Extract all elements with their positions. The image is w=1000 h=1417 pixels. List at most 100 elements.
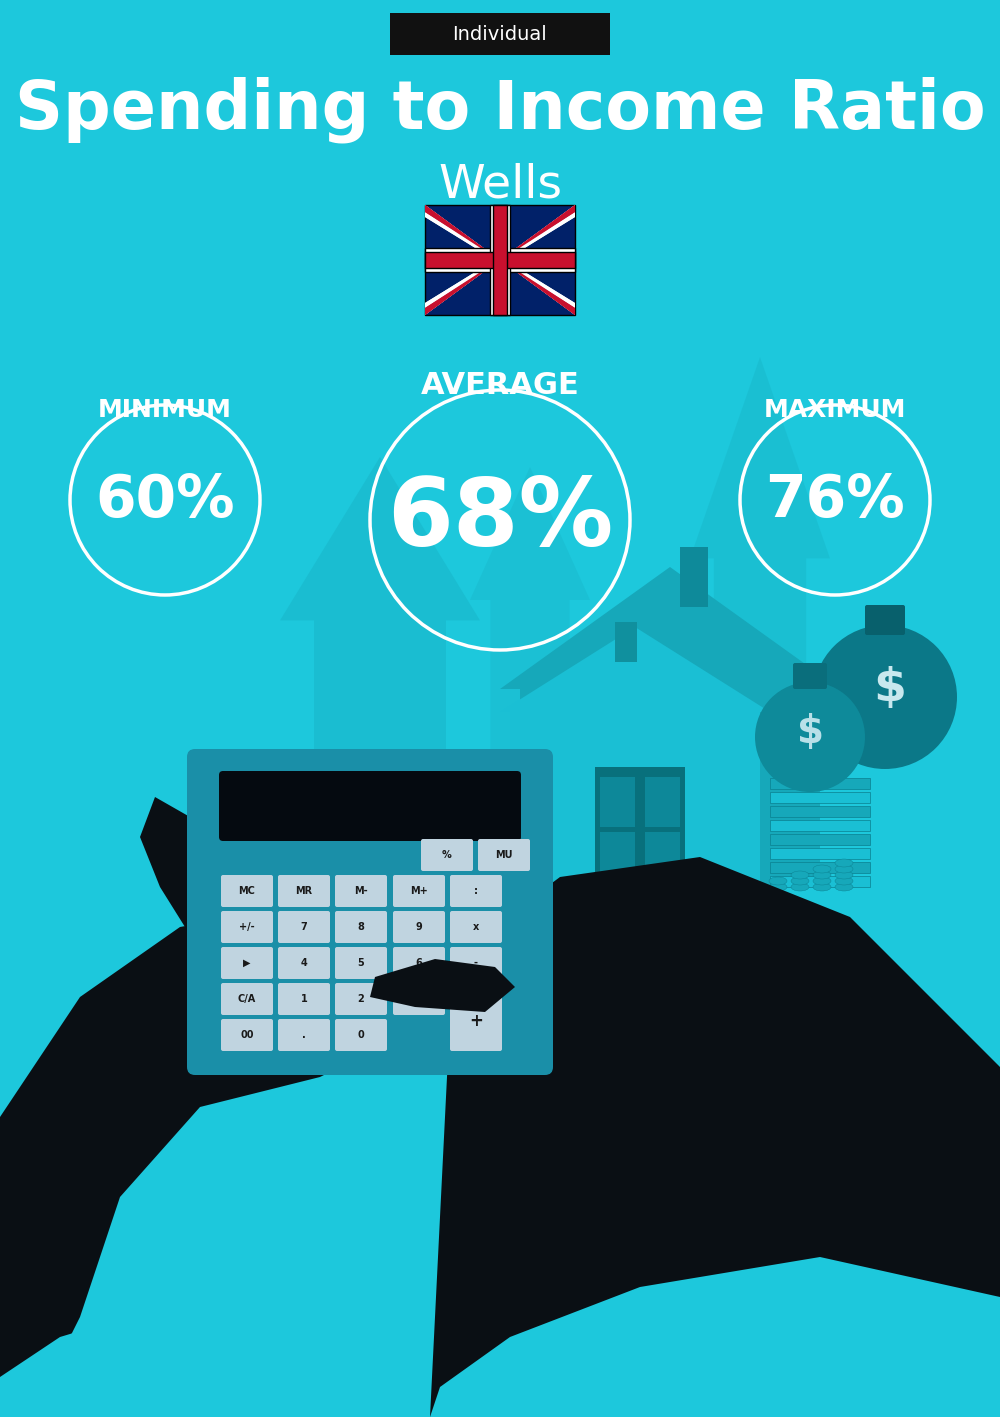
FancyBboxPatch shape bbox=[335, 1019, 387, 1051]
Text: 4: 4 bbox=[301, 958, 307, 968]
FancyBboxPatch shape bbox=[770, 778, 870, 789]
Text: M+: M+ bbox=[410, 886, 428, 896]
FancyBboxPatch shape bbox=[450, 911, 502, 942]
Text: 68%: 68% bbox=[387, 475, 613, 565]
FancyBboxPatch shape bbox=[335, 947, 387, 979]
Text: MR: MR bbox=[295, 886, 313, 896]
FancyBboxPatch shape bbox=[335, 983, 387, 1015]
Polygon shape bbox=[510, 707, 760, 887]
Ellipse shape bbox=[813, 871, 831, 879]
Text: 1: 1 bbox=[301, 993, 307, 1005]
Polygon shape bbox=[520, 687, 820, 887]
FancyBboxPatch shape bbox=[221, 1019, 273, 1051]
Polygon shape bbox=[425, 205, 575, 315]
FancyBboxPatch shape bbox=[393, 947, 445, 979]
Text: C/A: C/A bbox=[238, 993, 256, 1005]
Polygon shape bbox=[280, 458, 480, 887]
Polygon shape bbox=[425, 205, 575, 315]
Polygon shape bbox=[430, 1257, 1000, 1417]
Text: 5: 5 bbox=[358, 958, 364, 968]
Text: x: x bbox=[473, 922, 479, 932]
Text: Wells: Wells bbox=[438, 163, 562, 207]
FancyBboxPatch shape bbox=[770, 806, 870, 818]
FancyBboxPatch shape bbox=[865, 605, 905, 635]
FancyBboxPatch shape bbox=[770, 835, 870, 845]
Ellipse shape bbox=[769, 877, 787, 886]
Polygon shape bbox=[0, 1306, 240, 1417]
Text: +/-: +/- bbox=[239, 922, 255, 932]
FancyBboxPatch shape bbox=[770, 876, 870, 887]
Polygon shape bbox=[420, 857, 1000, 1417]
FancyBboxPatch shape bbox=[335, 911, 387, 942]
FancyBboxPatch shape bbox=[770, 820, 870, 830]
Text: Individual: Individual bbox=[453, 24, 547, 44]
Text: MC: MC bbox=[239, 886, 255, 896]
FancyBboxPatch shape bbox=[600, 777, 635, 828]
Ellipse shape bbox=[835, 859, 853, 867]
Polygon shape bbox=[470, 468, 590, 818]
Text: 76%: 76% bbox=[765, 472, 905, 529]
FancyBboxPatch shape bbox=[393, 983, 445, 1015]
Polygon shape bbox=[425, 205, 575, 315]
FancyBboxPatch shape bbox=[221, 983, 273, 1015]
Ellipse shape bbox=[813, 883, 831, 891]
FancyBboxPatch shape bbox=[221, 947, 273, 979]
Polygon shape bbox=[140, 796, 230, 927]
FancyBboxPatch shape bbox=[278, 911, 330, 942]
Circle shape bbox=[813, 625, 957, 769]
Text: 0: 0 bbox=[358, 1030, 364, 1040]
Text: %: % bbox=[442, 850, 452, 860]
FancyBboxPatch shape bbox=[278, 1019, 330, 1051]
FancyBboxPatch shape bbox=[278, 876, 330, 907]
FancyBboxPatch shape bbox=[278, 947, 330, 979]
FancyBboxPatch shape bbox=[450, 947, 502, 979]
Text: MAXIMUM: MAXIMUM bbox=[764, 398, 906, 422]
FancyBboxPatch shape bbox=[595, 767, 685, 887]
FancyBboxPatch shape bbox=[645, 777, 680, 828]
FancyBboxPatch shape bbox=[425, 205, 575, 315]
Text: $: $ bbox=[874, 666, 906, 711]
FancyBboxPatch shape bbox=[390, 13, 610, 55]
FancyBboxPatch shape bbox=[335, 876, 387, 907]
Polygon shape bbox=[500, 626, 770, 711]
FancyBboxPatch shape bbox=[219, 771, 521, 842]
FancyBboxPatch shape bbox=[770, 792, 870, 803]
Text: MINIMUM: MINIMUM bbox=[98, 398, 232, 422]
FancyBboxPatch shape bbox=[478, 839, 530, 871]
Ellipse shape bbox=[835, 877, 853, 886]
Ellipse shape bbox=[835, 871, 853, 879]
Text: 2: 2 bbox=[358, 993, 364, 1005]
Text: 7: 7 bbox=[301, 922, 307, 932]
Text: $: $ bbox=[796, 713, 824, 751]
Polygon shape bbox=[500, 567, 840, 689]
FancyBboxPatch shape bbox=[221, 911, 273, 942]
Text: +: + bbox=[469, 1012, 483, 1030]
Polygon shape bbox=[690, 357, 830, 887]
Ellipse shape bbox=[791, 871, 809, 879]
Text: ▶: ▶ bbox=[243, 958, 251, 968]
Polygon shape bbox=[425, 205, 575, 315]
FancyBboxPatch shape bbox=[221, 876, 273, 907]
Polygon shape bbox=[425, 205, 575, 315]
Text: :: : bbox=[474, 886, 478, 896]
Ellipse shape bbox=[813, 877, 831, 886]
Text: 8: 8 bbox=[358, 922, 364, 932]
Ellipse shape bbox=[769, 883, 787, 891]
FancyBboxPatch shape bbox=[770, 862, 870, 873]
Text: 3: 3 bbox=[416, 993, 422, 1005]
Text: Spending to Income Ratio: Spending to Income Ratio bbox=[15, 77, 985, 143]
FancyBboxPatch shape bbox=[615, 622, 637, 662]
Text: -: - bbox=[474, 958, 478, 968]
Text: 9: 9 bbox=[416, 922, 422, 932]
Text: 60%: 60% bbox=[95, 472, 235, 529]
FancyBboxPatch shape bbox=[450, 985, 502, 1051]
Polygon shape bbox=[425, 205, 575, 315]
FancyBboxPatch shape bbox=[450, 876, 502, 907]
Circle shape bbox=[755, 682, 865, 792]
Polygon shape bbox=[370, 959, 515, 1012]
Ellipse shape bbox=[791, 883, 809, 891]
Ellipse shape bbox=[813, 864, 831, 873]
FancyBboxPatch shape bbox=[680, 547, 708, 606]
Text: 00: 00 bbox=[240, 1030, 254, 1040]
FancyBboxPatch shape bbox=[793, 663, 827, 689]
